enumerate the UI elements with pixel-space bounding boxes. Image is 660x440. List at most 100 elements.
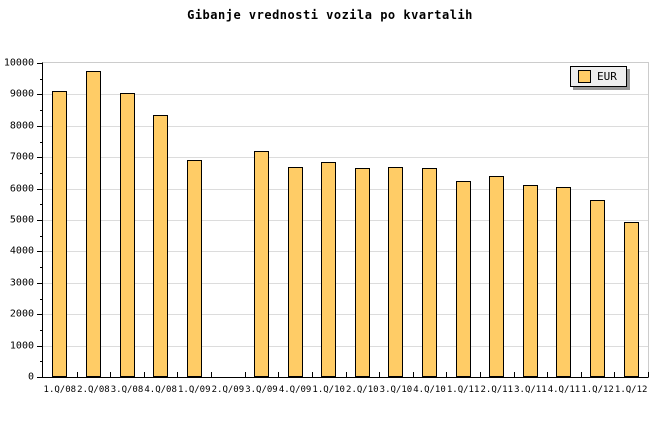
y-major-tick: [37, 377, 43, 378]
x-axis-label: 2.Q/08: [77, 385, 110, 395]
bar-1.Q/10: [321, 162, 336, 377]
y-axis-label: 4000: [9, 245, 34, 257]
x-axis-tick: [446, 372, 447, 377]
x-axis-tick: [581, 372, 582, 377]
y-axis-label: 6000: [9, 183, 34, 195]
legend-swatch-eur: [578, 70, 591, 83]
x-axis-tick: [245, 372, 246, 377]
y-axis-label: 3000: [9, 277, 34, 289]
y-major-tick: [37, 345, 43, 347]
y-axis-label: 2000: [9, 308, 34, 320]
x-axis-tick: [144, 372, 145, 377]
y-major-tick: [37, 314, 43, 316]
bar-2.Q/08: [86, 71, 101, 377]
x-axis-tick: [614, 372, 615, 377]
x-axis-label: 3.Q/10: [379, 385, 413, 395]
x-axis-tick: [480, 372, 481, 377]
y-minor-tick: [40, 361, 43, 363]
x-axis-label: 2.Q/09: [211, 385, 245, 395]
bar-3.Q/08: [120, 93, 135, 377]
legend-label-eur: EUR: [597, 70, 617, 83]
x-axis-tick: [547, 372, 548, 377]
x-axis-tick: [110, 372, 111, 377]
gridline-9000: [43, 94, 648, 96]
x-axis-tick: [77, 372, 78, 377]
x-axis-tick: [211, 372, 212, 377]
x-axis-label: 4.Q/08: [144, 385, 177, 395]
y-axis-label: 1000: [9, 340, 34, 352]
x-axis-label: 4.Q/10: [413, 385, 446, 395]
gridline-7000: [43, 157, 648, 159]
y-minor-tick: [40, 110, 43, 112]
bar-2.Q/11: [489, 176, 504, 377]
y-axis-label: 10000: [3, 57, 34, 69]
bar-4.Q/08: [153, 115, 168, 377]
y-minor-tick: [40, 298, 43, 300]
y-major-tick: [37, 282, 43, 284]
x-axis-tick: [346, 372, 347, 377]
y-minor-tick: [40, 235, 43, 237]
y-axis-label: 7000: [9, 151, 34, 163]
bar-4.Q/11: [556, 187, 571, 377]
y-major-tick: [37, 63, 43, 64]
x-axis-label: 1.Q/10: [312, 385, 345, 395]
gridline-1000: [43, 345, 648, 347]
bar-3.Q/10: [388, 167, 403, 377]
y-axis-label: 8000: [9, 120, 34, 132]
chart-title: Gibanje vrednosti vozila po kvartalih: [187, 8, 473, 22]
y-major-tick: [37, 94, 43, 96]
x-axis-label: 2.Q/10: [346, 385, 379, 395]
y-minor-tick: [40, 141, 43, 143]
x-axis-label: 4.Q/09: [278, 385, 312, 395]
x-axis-label: 3.Q/08: [110, 385, 144, 395]
x-axis-tick: [278, 372, 279, 377]
gridline-3000: [43, 282, 648, 284]
x-axis-label: 1.Q/11: [446, 385, 480, 395]
y-major-tick: [37, 125, 43, 127]
x-axis-label: 2.Q/11: [480, 385, 514, 395]
x-axis-label: 1.Q/12: [581, 385, 614, 395]
bar-4.Q/09: [288, 167, 303, 377]
gridline-5000: [43, 220, 648, 221]
x-axis-label: 3.Q/11: [514, 385, 547, 395]
legend: EUR: [570, 66, 627, 87]
x-axis-tick: [312, 372, 313, 377]
y-major-tick: [37, 251, 43, 253]
y-minor-tick: [40, 78, 43, 80]
y-major-tick: [37, 188, 43, 190]
bar-1.Q/09: [187, 160, 202, 377]
x-axis-tick: [177, 372, 178, 377]
x-axis-label: 1.Q/09: [177, 385, 211, 395]
y-minor-tick: [40, 204, 43, 206]
bar-1.Q/12: [624, 222, 639, 377]
plot-area: 0 1000 2000 3000 4000 5000 6000 7000 8000 9000 100…: [4, 58, 649, 395]
bar-2.Q/10: [355, 168, 370, 377]
x-axis-tick: [648, 372, 649, 377]
y-minor-tick: [40, 267, 43, 269]
x-axis-tick: [379, 372, 380, 377]
y-minor-tick: [40, 172, 43, 174]
y-major-tick: [37, 220, 43, 221]
gridline-4000: [43, 251, 648, 253]
gridline-2000: [43, 314, 648, 316]
bar-4.Q/10: [422, 168, 437, 377]
x-axis-label: 3.Q/09: [245, 385, 278, 395]
x-axis-label: 1.Q/12: [614, 385, 648, 395]
y-axis-label: 9000: [9, 88, 34, 100]
bar-3.Q/09: [254, 151, 269, 377]
x-axis-tick: [514, 372, 515, 377]
gridline-6000: [43, 188, 648, 190]
bar-1.Q/08: [52, 91, 67, 377]
bar-3.Q/11: [523, 185, 538, 377]
y-major-tick: [37, 157, 43, 159]
x-axis-label: 1.Q/08: [43, 385, 77, 395]
y-minor-tick: [40, 329, 43, 331]
y-axis-label: 0: [27, 371, 34, 383]
bar-1.Q/11: [456, 181, 471, 377]
y-axis-label: 5000: [9, 214, 34, 226]
x-axis-tick: [413, 372, 414, 377]
bar-1.Q/12: [590, 200, 605, 377]
gridline-8000: [43, 125, 648, 127]
x-axis-label: 4.Q/11: [547, 385, 581, 395]
